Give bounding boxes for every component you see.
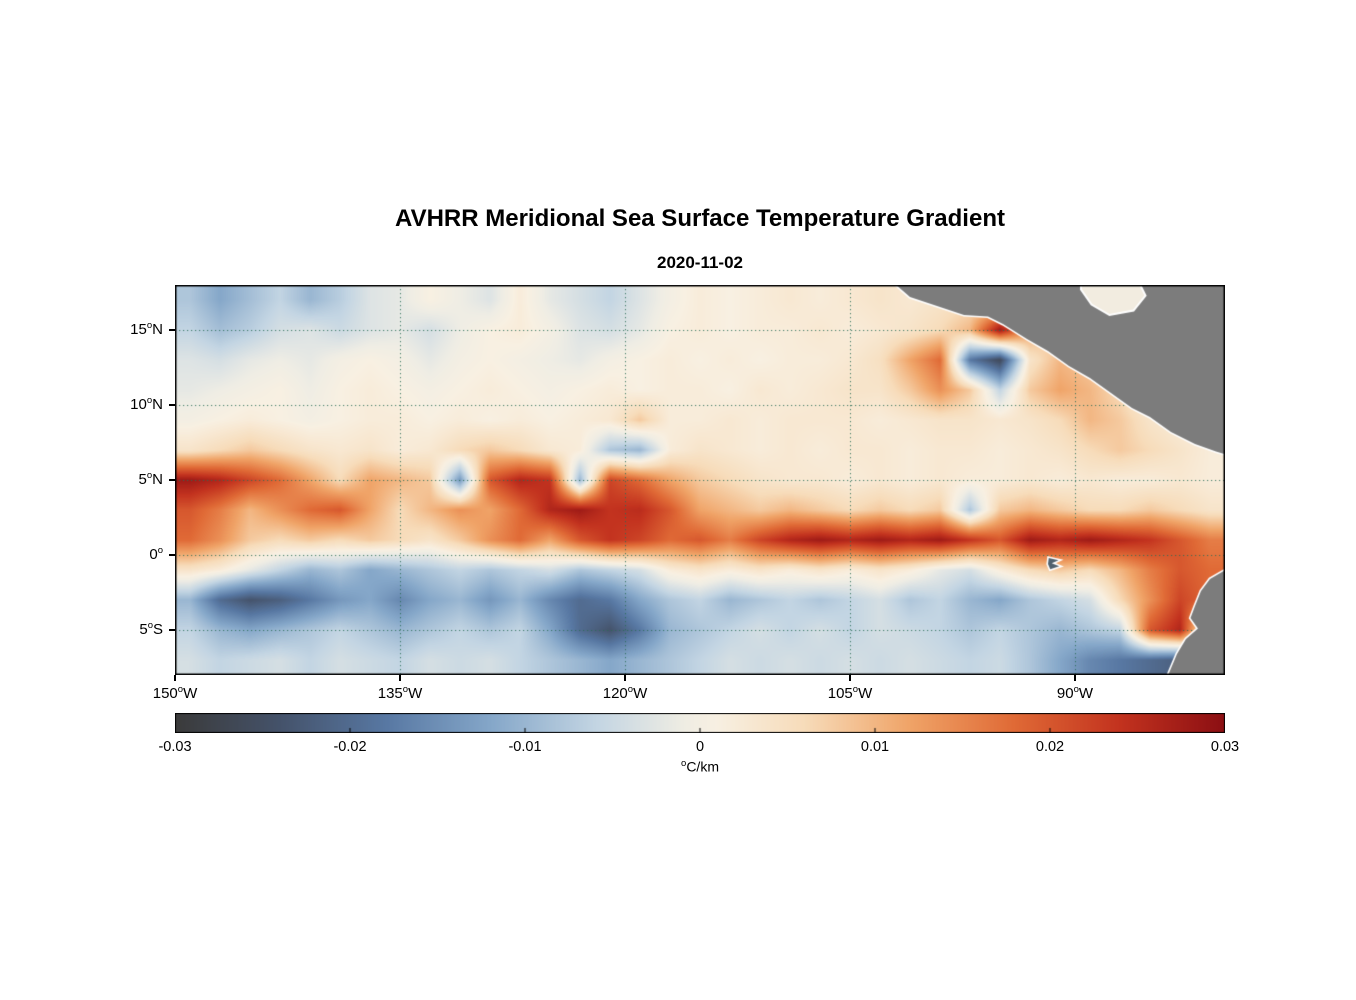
x-tick-label: 90oW	[1056, 684, 1094, 702]
colorbar-tick-label: 0.03	[1210, 739, 1240, 755]
colorbar-tick-label: -0.03	[158, 739, 192, 755]
colorbar	[175, 713, 1225, 733]
x-tick-label: 120oW	[602, 684, 648, 702]
degree-symbol: o	[681, 758, 687, 769]
colorbar-tick-label: 0.01	[860, 739, 890, 755]
y-tick-mark	[169, 404, 175, 406]
chart-title: AVHRR Meridional Sea Surface Temperature…	[395, 205, 1005, 232]
y-tick-mark	[169, 479, 175, 481]
x-tick-mark	[624, 675, 626, 681]
y-tick-mark	[169, 554, 175, 556]
unit-text: C/km	[686, 758, 719, 775]
x-tick-label: 150oW	[152, 684, 198, 702]
y-tick-label: 15oN	[130, 320, 163, 338]
y-tick-mark	[169, 329, 175, 331]
x-tick-mark	[1074, 675, 1076, 681]
colorbar-tick-label: 0	[695, 739, 705, 755]
x-tick-mark	[399, 675, 401, 681]
y-tick-label: 5oS	[139, 620, 163, 638]
colorbar-tick-label: -0.01	[508, 739, 542, 755]
y-tick-label: 5oN	[138, 470, 163, 488]
x-tick-mark	[849, 675, 851, 681]
colorbar-unit-label: oC/km	[175, 758, 1225, 775]
sst-gradient-heatmap	[175, 285, 1225, 675]
colorbar-tick-label: 0.02	[1035, 739, 1065, 755]
y-tick-mark	[169, 629, 175, 631]
y-tick-label: 0o	[149, 545, 163, 563]
x-tick-mark	[174, 675, 176, 681]
y-tick-label: 10oN	[130, 395, 163, 413]
x-tick-label: 135oW	[377, 684, 423, 702]
x-tick-label: 105oW	[827, 684, 873, 702]
chart-subtitle: 2020-11-02	[656, 253, 744, 272]
colorbar-tick-label: -0.02	[333, 739, 367, 755]
